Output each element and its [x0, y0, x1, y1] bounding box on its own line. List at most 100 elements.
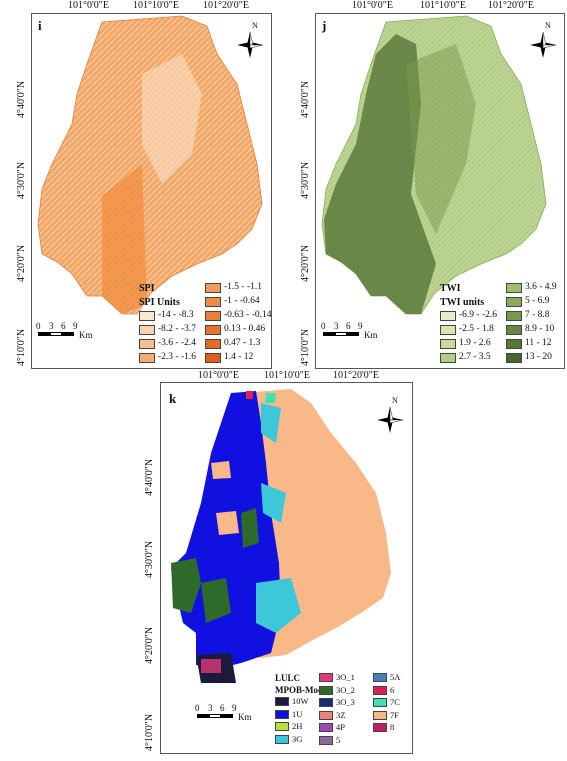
legend-title: SPI	[139, 283, 155, 294]
legend-item-label: 7C	[390, 697, 400, 708]
legend-item: 1U	[275, 708, 303, 719]
legend-item: 1.9 - 2.6	[440, 339, 491, 349]
legend-item-label: -3.6 - -2.4	[158, 338, 196, 349]
legend-item-label: -14 - -8.3	[158, 310, 194, 321]
lulc-region-3o2-west	[171, 558, 201, 613]
spi-map-streak	[102, 164, 147, 314]
lulc-region-3o2-north	[241, 508, 259, 548]
legend-subtitle: TWI units	[440, 297, 485, 308]
legend-swatch	[373, 723, 387, 732]
scale-label-0: 0	[36, 321, 41, 331]
lulc-region-3g-a	[261, 403, 281, 443]
legend-item-label: 3Z	[336, 709, 346, 720]
legend-swatch	[205, 353, 221, 363]
legend-item: 3Z	[319, 709, 346, 720]
tick-y: 4°30'0"N	[144, 540, 155, 578]
legend-swatch	[440, 325, 456, 335]
lulc-region-3g-c	[261, 483, 286, 523]
twi-map-mid-zone	[406, 44, 476, 234]
lulc-region-3o1	[201, 659, 221, 673]
legend-item: -0.63 - -0.14	[205, 311, 272, 321]
legend-item: 11 - 12	[506, 339, 552, 349]
north-arrow: N	[235, 21, 265, 60]
lulc-region-7f-patch-b	[211, 461, 231, 479]
legend-item-label: -1 - -0.64	[224, 296, 260, 307]
legend-swatch	[319, 735, 333, 745]
tick-x: 101°0'0"E	[352, 0, 393, 11]
map-panel-spi: i N SPI SPI Units -14 - -8.3 -8.2 - -3.7 -…	[31, 13, 272, 369]
legend-swatch	[373, 698, 387, 707]
legend-item-label: 1.4 - 12	[224, 352, 254, 363]
legend-swatch	[275, 734, 289, 744]
legend-title: TWI	[440, 283, 461, 294]
legend-item: 7F	[373, 710, 399, 720]
legend-swatch	[205, 297, 221, 307]
legend-swatch	[205, 339, 221, 349]
legend-item: -2.3 - -1.6	[139, 353, 196, 363]
twi-map-canvas	[321, 15, 547, 315]
legend-item: 2.7 - 3.5	[440, 353, 491, 363]
tick-y: 4°20'0"N	[16, 244, 27, 282]
legend-swatch	[319, 723, 333, 732]
legend-item-label: 6	[390, 684, 395, 695]
scale-bar: 0 3 6 9 Km	[195, 703, 275, 723]
map-panel-twi: j N TWI TWI units -6.9 - -2.6 -2.5 - 1.8 1…	[315, 13, 565, 369]
scale-label-3: 3	[334, 321, 339, 331]
scale-label-3: 3	[208, 703, 213, 713]
legend-item-label: 5	[336, 734, 341, 745]
legend-item-label: 2H	[292, 721, 303, 732]
tick-y: 4°20'0"N	[300, 244, 311, 282]
tick-x: 101°10'0"E	[264, 370, 310, 381]
legend-item-label: 3O_1	[336, 672, 355, 683]
scale-label-6: 6	[220, 703, 225, 713]
lulc-region-3g-b	[256, 578, 301, 633]
legend-swatch	[506, 339, 522, 349]
legend-item: 5	[319, 734, 341, 745]
legend-item: -8.2 - -3.7	[139, 325, 196, 335]
scale-label-0: 0	[321, 321, 326, 331]
scale-label-0: 0	[195, 703, 200, 713]
legend-swatch	[440, 353, 456, 363]
legend-swatch	[139, 339, 155, 349]
legend-item-label: -0.63 - -0.14	[224, 310, 272, 321]
legend-swatch	[506, 297, 522, 307]
lulc-map-canvas	[171, 389, 391, 683]
legend-swatch	[373, 685, 387, 695]
legend-item-label: -1.5 - -1.1	[224, 282, 262, 293]
legend-item-label: 2.7 - 3.5	[459, 352, 491, 363]
scale-label-9: 9	[358, 321, 363, 331]
legend-item: 5 - 6.9	[506, 297, 550, 307]
legend-item: 6	[373, 684, 395, 695]
compass-icon	[530, 31, 557, 58]
legend-item-label: 1U	[292, 708, 303, 719]
tick-x: 101°0'0"E	[68, 0, 109, 11]
legend-item: 4P	[319, 723, 345, 732]
legend-swatch	[319, 685, 333, 695]
scale-unit: Km	[364, 330, 378, 340]
legend-item-label: 5A	[390, 672, 401, 683]
scale-bar: 0 3 6 9 Km	[321, 321, 401, 341]
legend-item: 3G	[275, 734, 302, 744]
panel-label: j	[322, 18, 327, 33]
compass-icon	[377, 406, 404, 433]
lulc-region-6	[246, 391, 253, 399]
legend-swatch	[373, 710, 387, 720]
tick-y: 4°20'0"N	[144, 626, 155, 664]
tick-y: 4°30'0"N	[300, 161, 311, 199]
scale-label-6: 6	[346, 321, 351, 331]
legend-swatch	[506, 325, 522, 335]
legend-swatch	[440, 311, 456, 321]
legend-swatch	[205, 283, 221, 293]
spi-map-region	[37, 15, 263, 315]
legend-item: 5A	[373, 673, 400, 682]
legend-swatch	[319, 673, 333, 682]
scale-label-9: 9	[232, 703, 237, 713]
legend-item-label: 1.9 - 2.6	[459, 338, 491, 349]
legend-item: 2H	[275, 722, 302, 731]
legend-item-label: 13 - 20	[525, 352, 552, 363]
lulc-region-3o2-south	[201, 578, 231, 623]
legend-item: 3O_1	[319, 673, 355, 682]
legend-item: -1.5 - -1.1	[205, 283, 262, 293]
tick-y: 4°40'0"N	[300, 80, 311, 118]
legend-swatch	[139, 325, 155, 335]
